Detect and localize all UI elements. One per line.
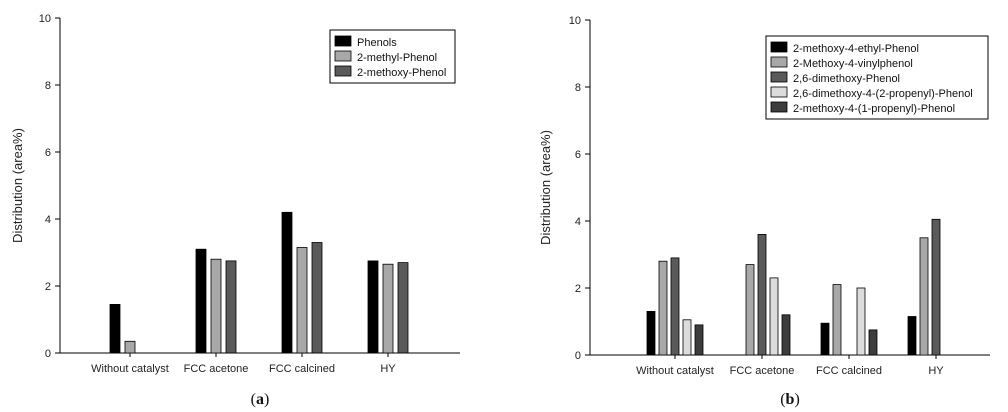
y-tick-label: 8 bbox=[575, 82, 581, 94]
bar bbox=[907, 316, 917, 356]
panel-label: (b) bbox=[780, 391, 800, 408]
bar bbox=[397, 262, 409, 354]
x-tick-label: HY bbox=[928, 365, 944, 377]
legend-label: Phenols bbox=[357, 37, 397, 49]
legend-label: 2-methoxy-Phenol bbox=[357, 67, 446, 79]
bar bbox=[682, 319, 692, 356]
legend-label: 2-methoxy-4-ethyl-Phenol bbox=[793, 43, 919, 55]
legend-swatch bbox=[334, 50, 352, 62]
y-axis-title: Distribution (area%) bbox=[538, 130, 553, 245]
bar bbox=[225, 260, 237, 354]
bar bbox=[646, 310, 656, 356]
bar bbox=[195, 248, 207, 354]
legend-label: 2,6-dimethoxy-Phenol bbox=[793, 73, 900, 85]
y-tick-label: 6 bbox=[45, 147, 51, 159]
legend-box bbox=[765, 35, 989, 120]
y-tick-label: 4 bbox=[45, 214, 51, 226]
bar bbox=[919, 237, 929, 356]
bar bbox=[109, 303, 121, 354]
bar bbox=[382, 263, 394, 354]
x-tick-label: Without catalyst bbox=[636, 365, 714, 377]
x-tick-label: FCC acetone bbox=[730, 365, 795, 377]
y-tick-label: 0 bbox=[45, 348, 51, 360]
legend-swatch bbox=[770, 101, 788, 113]
bar bbox=[745, 264, 755, 356]
bar bbox=[281, 211, 293, 354]
legend-label: 2-methoxy-4-(1-propenyl)-Phenol bbox=[793, 103, 955, 115]
x-tick-label: HY bbox=[380, 363, 396, 375]
bar bbox=[124, 340, 136, 354]
y-tick-label: 10 bbox=[39, 13, 51, 25]
bar bbox=[931, 218, 941, 356]
legend-swatch bbox=[770, 56, 788, 68]
legend-swatch bbox=[770, 41, 788, 53]
bar bbox=[367, 260, 379, 354]
bar bbox=[820, 322, 830, 356]
legend-swatch bbox=[334, 35, 352, 47]
y-tick-label: 2 bbox=[45, 281, 51, 293]
bar bbox=[832, 284, 842, 356]
bar bbox=[296, 247, 308, 354]
x-tick-label: FCC acetone bbox=[184, 363, 249, 375]
bar bbox=[868, 329, 878, 356]
legend-swatch bbox=[770, 86, 788, 98]
chart-panel-b: 0 2 4 6 8 10 Distribution (area%) Without catal… bbox=[538, 15, 990, 408]
legend-label: 2-methyl-Phenol bbox=[357, 52, 437, 64]
y-tick-label: 2 bbox=[575, 283, 581, 295]
y-tick-label: 0 bbox=[575, 350, 581, 362]
legend-label: 2,6-dimethoxy-4-(2-propenyl)-Phenol bbox=[793, 88, 973, 100]
legend-swatch bbox=[334, 65, 352, 77]
chart-panel-a: 0 2 4 6 8 10 Distribution (area%) Without catal… bbox=[10, 13, 460, 408]
bar bbox=[769, 277, 779, 356]
x-tick-label: FCC calcined bbox=[269, 363, 335, 375]
legend-swatch bbox=[770, 71, 788, 83]
x-tick-label: Without catalyst bbox=[91, 363, 169, 375]
y-tick-label: 8 bbox=[45, 80, 51, 92]
y-axis-title: Distribution (area%) bbox=[10, 128, 25, 243]
y-tick-label: 6 bbox=[575, 149, 581, 161]
bar bbox=[694, 324, 704, 356]
bar bbox=[311, 242, 323, 354]
bar bbox=[670, 257, 680, 356]
bar bbox=[856, 287, 866, 356]
bar bbox=[781, 314, 791, 356]
y-tick-label: 10 bbox=[569, 15, 581, 27]
bar bbox=[658, 260, 668, 356]
legend-label: 2-Methoxy-4-vinylphenol bbox=[793, 58, 913, 70]
bar bbox=[757, 233, 767, 356]
bar bbox=[210, 258, 222, 354]
y-tick-label: 4 bbox=[575, 216, 581, 228]
x-tick-label: FCC calcined bbox=[816, 365, 882, 377]
panel-label: (a) bbox=[251, 391, 270, 408]
